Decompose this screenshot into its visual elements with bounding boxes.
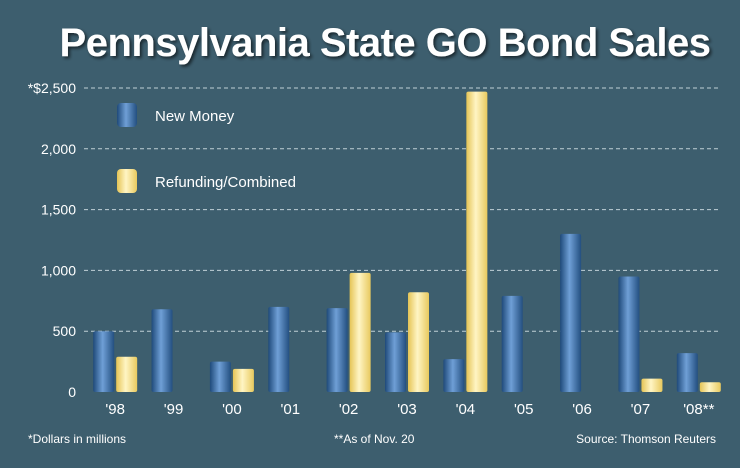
- bar-new-money: New Money '03: 490: [385, 332, 406, 392]
- x-tick-label: '02: [339, 401, 359, 418]
- bar-new-money: New Money '02: 690: [326, 308, 348, 392]
- x-tick-label: '03: [397, 401, 417, 418]
- x-axis-ticks: '98 '99 '00 '01 '02 '03 '04 '05 '06 '07 '08**: [105, 401, 714, 418]
- legend-label-refunding: Refunding/Combined: [155, 174, 296, 191]
- bar-new-money: New Money '98: 500: [93, 331, 115, 392]
- x-tick-label: '99: [164, 401, 184, 418]
- x-tick-label: '04: [456, 401, 476, 418]
- footnote-asof: **As of Nov. 20: [334, 432, 415, 446]
- bar-new-money: New Money '05: 790: [501, 295, 523, 392]
- y-tick-label: 2,000: [41, 141, 76, 157]
- y-tick-label: 500: [53, 323, 77, 339]
- bar-new-money: New Money '00: 250: [209, 361, 231, 392]
- bar-refunding: Refunding/Combined '07: 110: [641, 378, 663, 392]
- bar-new-money: New Money '04: 270: [443, 359, 465, 392]
- y-tick-label: 0: [68, 384, 76, 400]
- gridlines: [84, 87, 718, 332]
- x-tick-label: '98: [105, 401, 125, 418]
- legend-swatch-new-money: [117, 103, 137, 127]
- x-tick-label: '08**: [683, 401, 714, 418]
- y-tick-label: *$2,500: [28, 80, 76, 96]
- y-tick-label: 1,500: [41, 202, 76, 218]
- y-tick-label: 1,000: [41, 262, 76, 278]
- footnote-source: Source: Thomson Reuters: [576, 432, 716, 446]
- x-tick-label: '07: [631, 401, 651, 418]
- bar-new-money: New Money '01: 700: [268, 306, 290, 392]
- x-tick-label: '05: [514, 401, 534, 418]
- legend: New Money Refunding/Combined: [117, 103, 296, 193]
- x-tick-label: '00: [222, 401, 242, 418]
- footnote-units: *Dollars in millions: [28, 432, 126, 446]
- y-axis-ticks: 0 500 1,000 1,500 2,000 *$2,500: [28, 80, 76, 400]
- bar-refunding: Refunding/Combined '08**: 80: [699, 382, 721, 392]
- bar-new-money: New Money '99: 680: [151, 309, 173, 392]
- bar-refunding: Refunding/Combined '04: 2470: [466, 91, 488, 392]
- bar-refunding: Refunding/Combined '03: 820: [408, 292, 429, 392]
- bars: New Money '98: 500Refunding/Combined '98…: [93, 91, 721, 392]
- x-tick-label: '06: [572, 401, 592, 418]
- bar-refunding: Refunding/Combined '02: 980: [349, 272, 371, 392]
- bar-new-money: New Money '08**: 320: [676, 353, 698, 392]
- legend-swatch-refunding: [117, 169, 137, 193]
- bar-new-money: New Money '07: 950: [618, 276, 640, 392]
- chart-title: Pennsylvania State GO Bond Sales: [60, 21, 711, 65]
- bar-refunding: Refunding/Combined '98: 290: [116, 356, 138, 392]
- bar-refunding: Refunding/Combined '00: 190: [232, 368, 254, 392]
- x-tick-label: '01: [280, 401, 300, 418]
- bar-new-money: New Money '06: 1300: [560, 233, 582, 392]
- legend-label-new-money: New Money: [155, 108, 235, 125]
